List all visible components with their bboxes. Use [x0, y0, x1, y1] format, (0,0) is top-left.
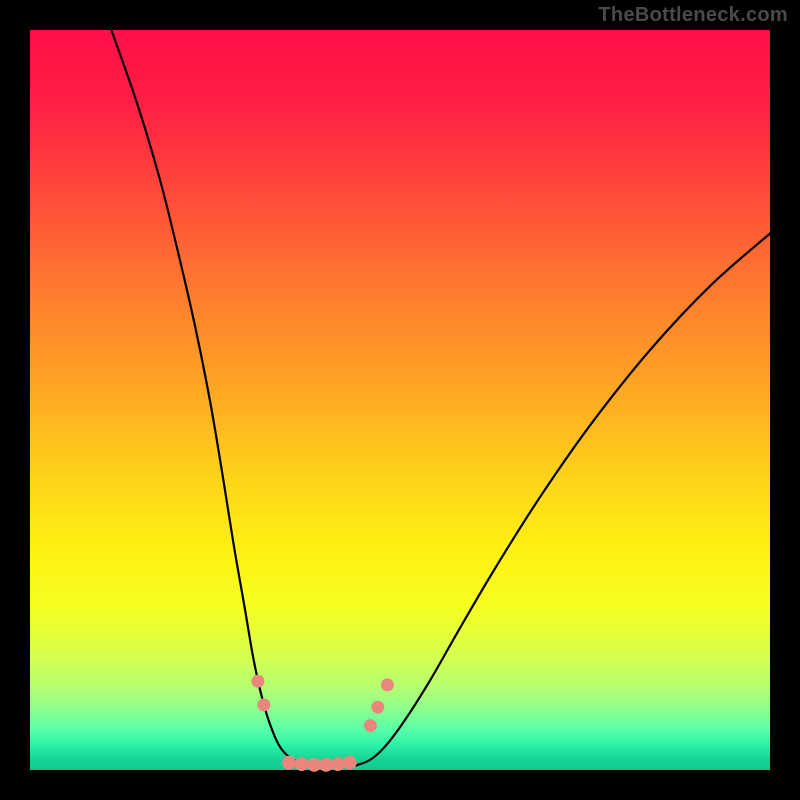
- bottleneck-curve-chart: [0, 0, 800, 800]
- chart-stage: TheBottleneck.com: [0, 0, 800, 800]
- data-marker: [295, 757, 309, 771]
- data-marker: [282, 756, 296, 770]
- data-marker: [257, 698, 270, 711]
- data-marker: [381, 678, 394, 691]
- data-marker: [251, 675, 264, 688]
- data-marker: [364, 719, 377, 732]
- plot-gradient-background: [30, 30, 770, 770]
- data-marker: [371, 701, 384, 714]
- data-marker: [343, 756, 357, 770]
- data-marker: [331, 757, 345, 771]
- watermark-text: TheBottleneck.com: [598, 4, 788, 27]
